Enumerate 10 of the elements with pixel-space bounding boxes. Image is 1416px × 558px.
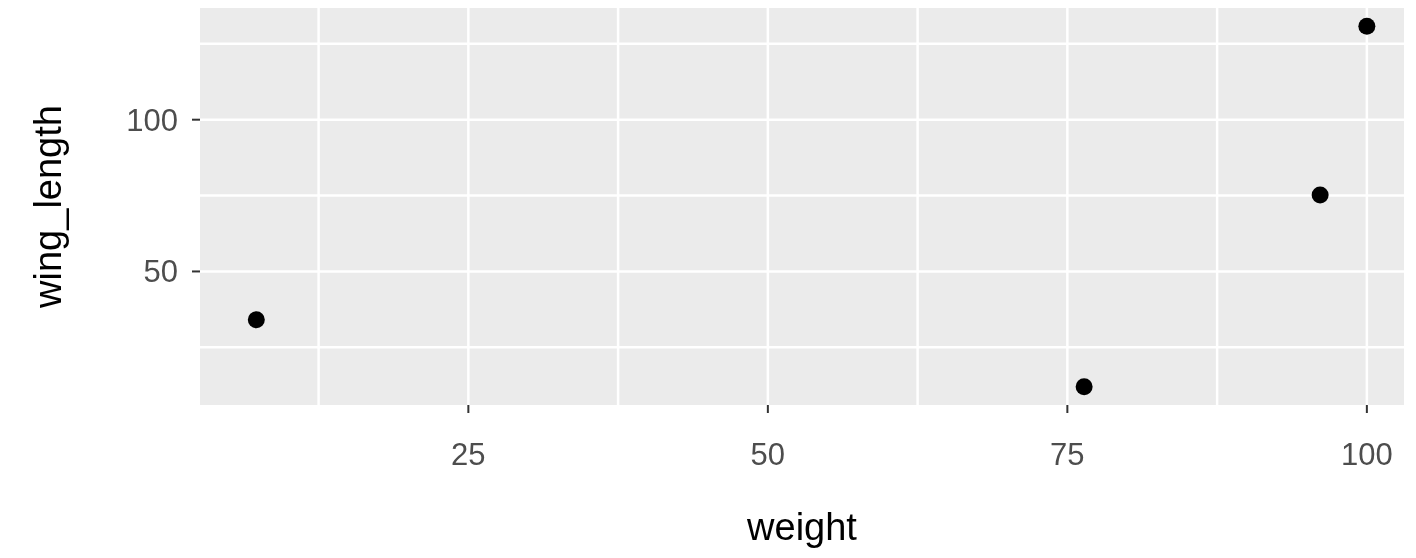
point — [1358, 17, 1376, 35]
x-tick-label: 75 — [1050, 437, 1085, 472]
x-tick-label: 50 — [750, 437, 786, 472]
point — [1311, 186, 1329, 204]
x-tick-label: 100 — [1340, 437, 1393, 472]
x-axis-title: weight — [746, 506, 858, 548]
point — [247, 311, 265, 329]
x-tick-label: 25 — [451, 437, 486, 472]
y-axis-title: wing_length — [27, 105, 70, 309]
point — [1075, 378, 1093, 396]
